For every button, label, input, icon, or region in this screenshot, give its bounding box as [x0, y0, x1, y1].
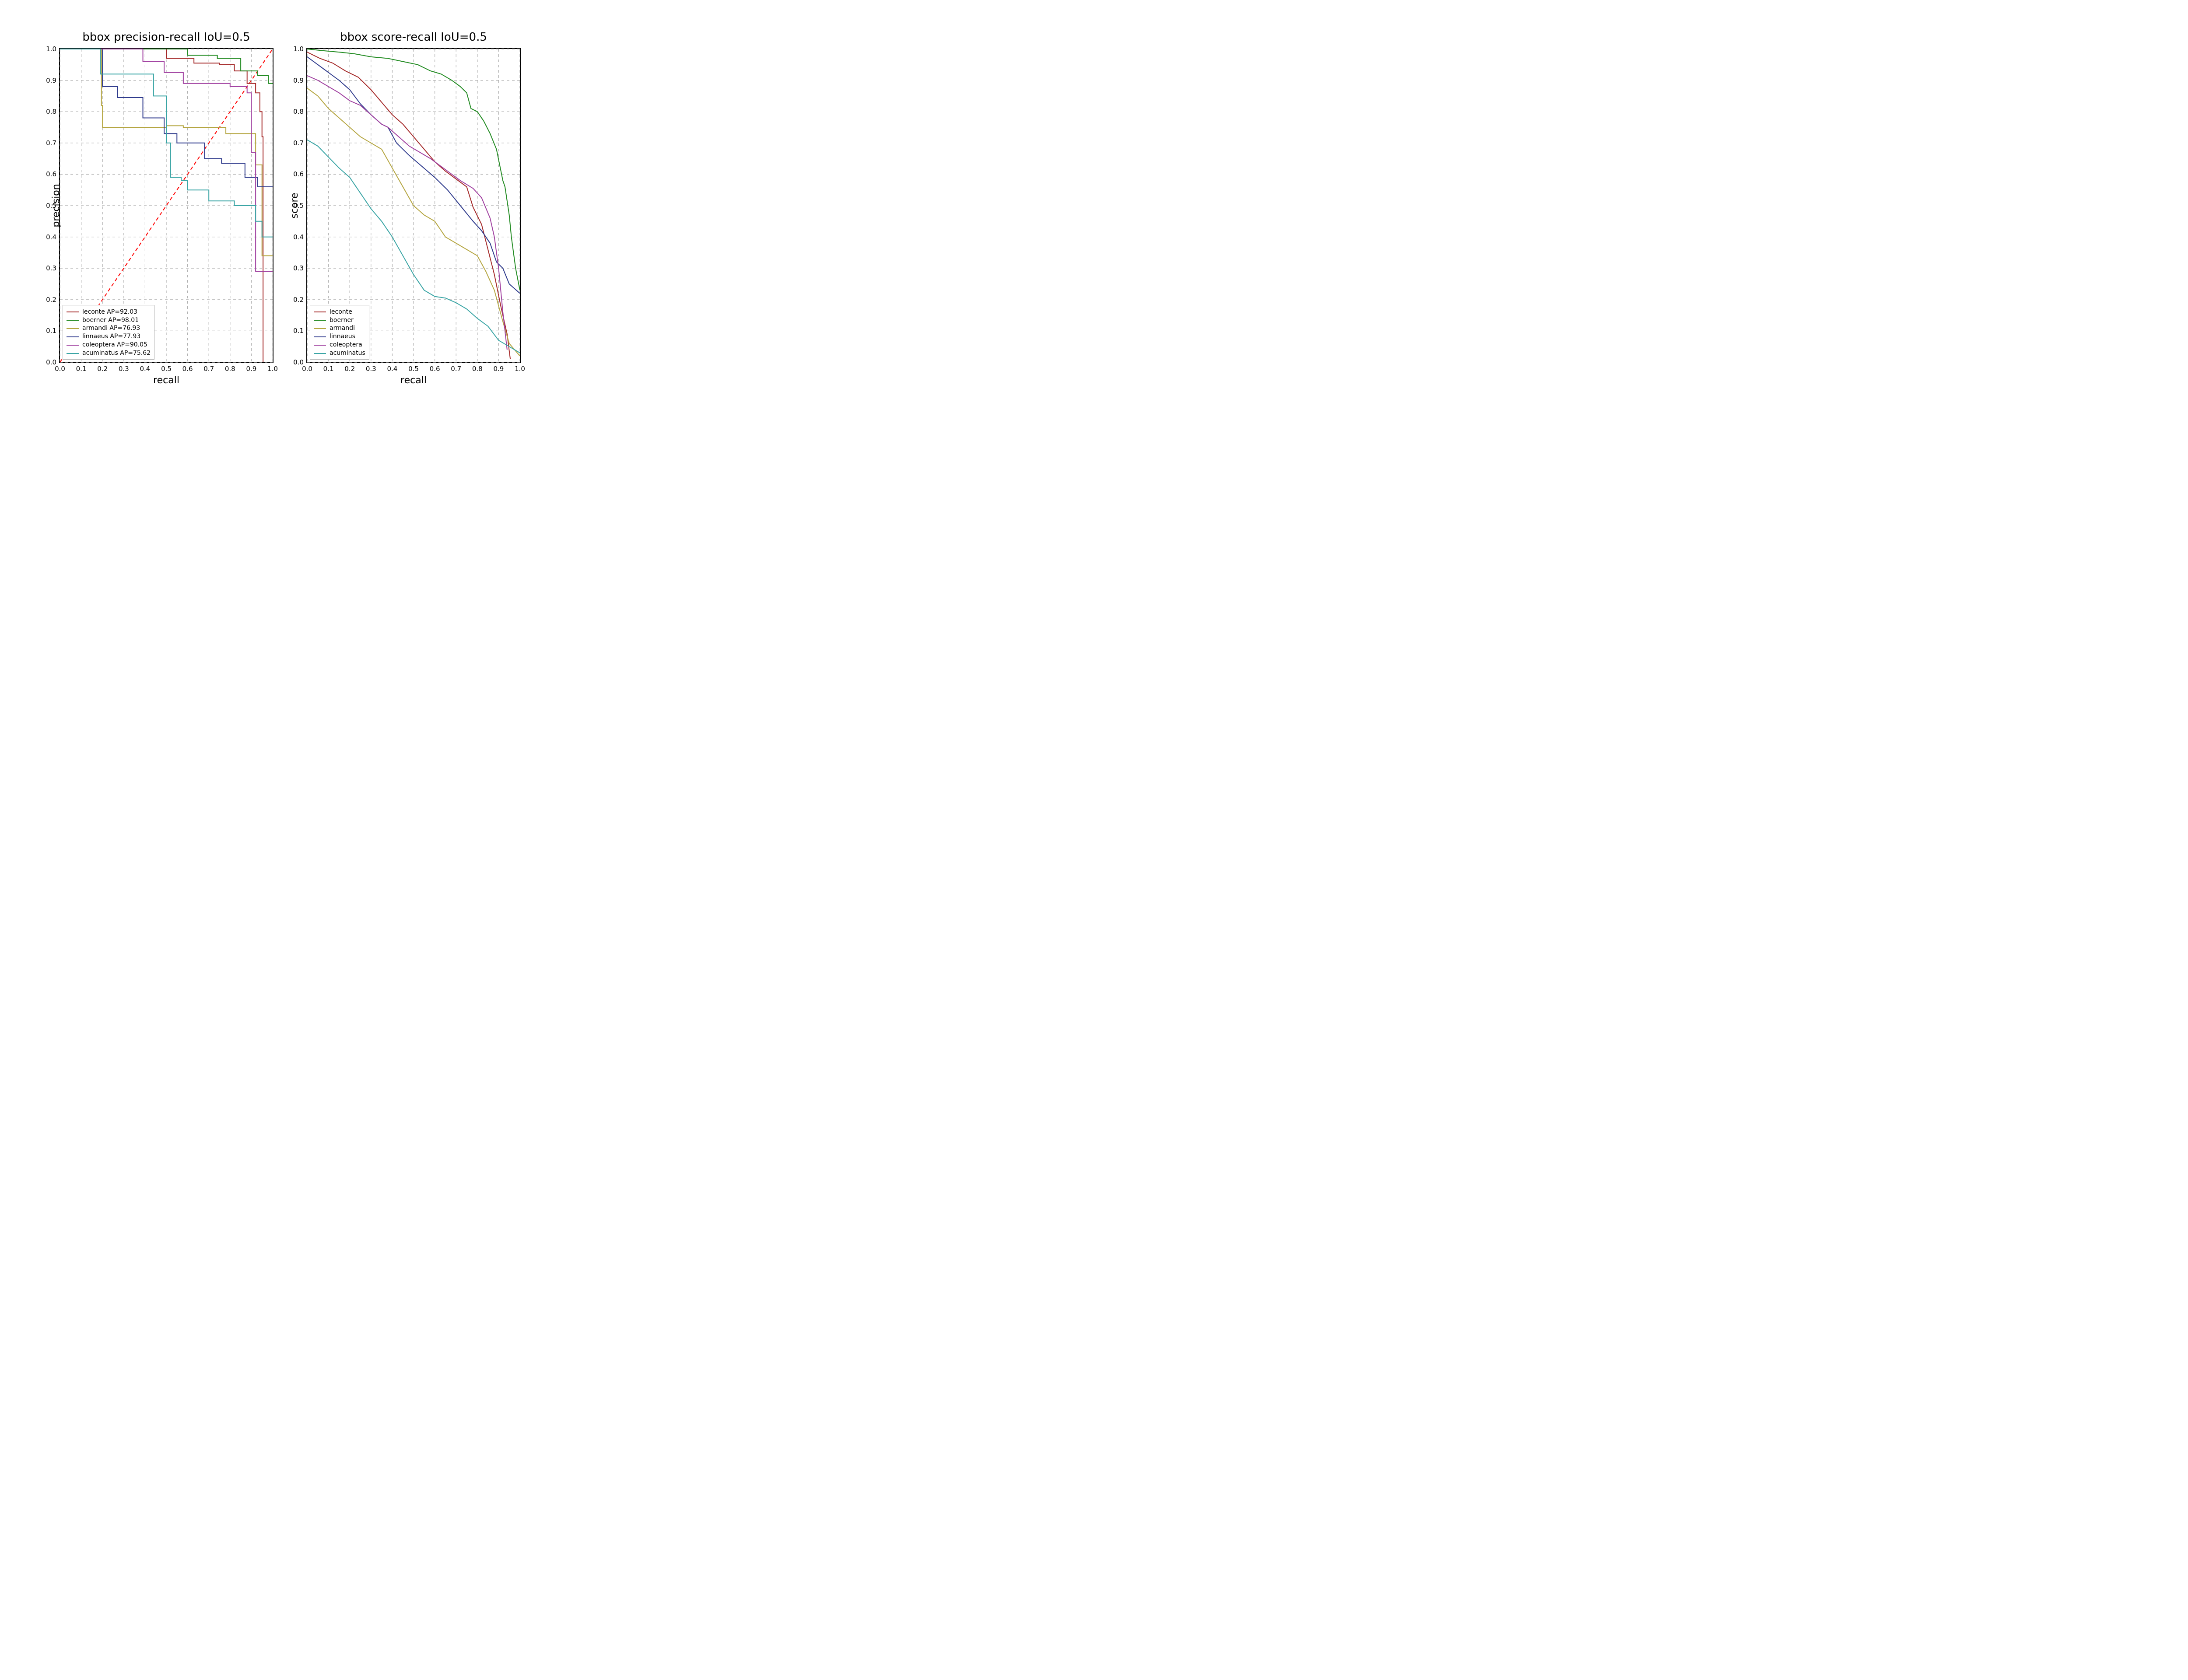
legend-label: coleoptera	[330, 341, 362, 349]
legend-label: acuminatus	[330, 349, 365, 357]
legend-swatch-icon	[67, 353, 79, 354]
ytick: 0.1	[293, 327, 307, 335]
legend-left: leconte AP=92.03boerner AP=98.01armandi …	[63, 305, 154, 360]
xtick: 0.5	[161, 362, 172, 373]
xtick: 0.2	[344, 362, 355, 373]
ytick: 0.9	[46, 77, 60, 84]
legend-swatch-icon	[67, 336, 79, 337]
legend-item-armandi: armandi AP=76.93	[67, 324, 151, 332]
legend-item-armandi: armandi	[314, 324, 365, 332]
xlabel-left: recall	[153, 375, 179, 386]
legend-label: linnaeus AP=77.93	[82, 332, 140, 341]
ytick: 0.6	[293, 170, 307, 178]
ytick: 1.0	[293, 45, 307, 53]
title-right: bbox score-recall IoU=0.5	[307, 31, 520, 44]
subplot-precision-recall: bbox precision-recall IoU=0.5 precision …	[59, 48, 274, 363]
xtick: 0.8	[472, 362, 483, 373]
legend-swatch-icon	[314, 320, 326, 321]
figure: bbox precision-recall IoU=0.5 precision …	[0, 0, 560, 420]
ytick: 0.7	[46, 139, 60, 147]
ytick: 0.5	[293, 202, 307, 210]
ytick: 1.0	[46, 45, 60, 53]
legend-item-leconte: leconte	[314, 308, 365, 316]
title-left: bbox precision-recall IoU=0.5	[60, 31, 273, 44]
xtick: 0.6	[182, 362, 193, 373]
legend-item-coleoptera: coleoptera	[314, 341, 365, 349]
legend-label: coleoptera AP=90.05	[82, 341, 147, 349]
legend-label: linnaeus	[330, 332, 355, 341]
xtick: 0.4	[140, 362, 150, 373]
legend-swatch-icon	[314, 328, 326, 329]
xtick: 0.9	[493, 362, 504, 373]
xtick: 1.0	[267, 362, 278, 373]
xtick: 0.7	[203, 362, 214, 373]
legend-swatch-icon	[314, 336, 326, 337]
subplot-score-recall: bbox score-recall IoU=0.5 score recall l…	[306, 48, 521, 363]
legend-swatch-icon	[67, 328, 79, 329]
ytick: 0.2	[293, 296, 307, 304]
legend-label: leconte	[330, 308, 352, 316]
xtick: 0.1	[323, 362, 334, 373]
xtick: 0.4	[387, 362, 397, 373]
ytick: 0.8	[46, 108, 60, 116]
ytick: 0.1	[46, 327, 60, 335]
xtick: 0.8	[225, 362, 235, 373]
legend-item-linnaeus: linnaeus AP=77.93	[67, 332, 151, 341]
legend-label: boerner AP=98.01	[82, 316, 139, 325]
legend-label: boerner	[330, 316, 354, 325]
ytick: 0.3	[46, 264, 60, 272]
legend-item-boerner: boerner AP=98.01	[67, 316, 151, 325]
xtick: 0.1	[76, 362, 87, 373]
legend-label: armandi	[330, 324, 355, 332]
legend-label: acuminatus AP=75.62	[82, 349, 151, 357]
legend-swatch-icon	[314, 353, 326, 354]
legend-label: armandi AP=76.93	[82, 324, 140, 332]
xtick: 0.3	[366, 362, 376, 373]
xtick: 0.9	[246, 362, 256, 373]
ytick: 0.4	[293, 233, 307, 241]
legend-item-coleoptera: coleoptera AP=90.05	[67, 341, 151, 349]
legend-right: leconteboernerarmandilinnaeuscoleopteraa…	[310, 305, 369, 360]
ytick: 0.6	[46, 170, 60, 178]
xtick: 0.2	[97, 362, 108, 373]
legend-item-acuminatus: acuminatus AP=75.62	[67, 349, 151, 357]
legend-swatch-icon	[67, 345, 79, 346]
xtick: 0.3	[119, 362, 129, 373]
xtick: 0.6	[430, 362, 440, 373]
xtick: 0.7	[451, 362, 461, 373]
ytick: 0.0	[46, 358, 60, 366]
xlabel-right: recall	[400, 375, 427, 386]
legend-item-leconte: leconte AP=92.03	[67, 308, 151, 316]
ytick: 0.4	[46, 233, 60, 241]
legend-swatch-icon	[67, 320, 79, 321]
legend-item-boerner: boerner	[314, 316, 365, 325]
xtick: 0.5	[408, 362, 419, 373]
ytick: 0.2	[46, 296, 60, 304]
legend-item-linnaeus: linnaeus	[314, 332, 365, 341]
xtick: 1.0	[515, 362, 525, 373]
ytick: 0.9	[293, 77, 307, 84]
ytick: 0.8	[293, 108, 307, 116]
legend-item-acuminatus: acuminatus	[314, 349, 365, 357]
ytick: 0.3	[293, 264, 307, 272]
legend-swatch-icon	[314, 345, 326, 346]
legend-label: leconte AP=92.03	[82, 308, 137, 316]
ytick: 0.7	[293, 139, 307, 147]
ytick: 0.5	[46, 202, 60, 210]
ytick: 0.0	[293, 358, 307, 366]
